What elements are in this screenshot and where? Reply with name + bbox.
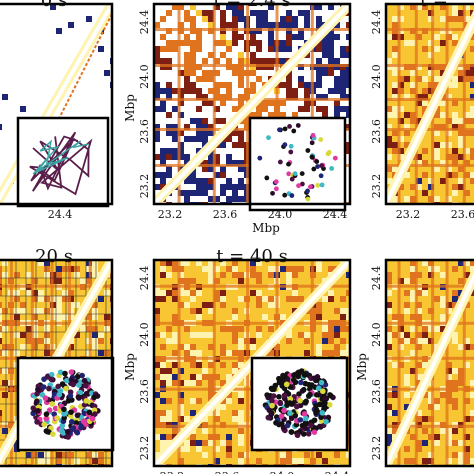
time-label: 20 s (35, 246, 73, 267)
y-tick-label: 23.2 (370, 174, 383, 199)
x-tick-label: 23.2 (158, 208, 183, 221)
panel-bottom-right: 24.4 24.0 23.6 23.2 Mbp (355, 258, 474, 468)
y-tick-label: 23.6 (370, 379, 383, 404)
polymer-inset (250, 356, 349, 452)
panel-bottom-left: 20 s (0, 246, 115, 468)
panel-frame (384, 258, 474, 468)
x-tick-label: 23.2 (160, 470, 185, 474)
panel-top-right: t = 23.2 23.6 24.4 24.0 23.6 23.2 (370, 0, 474, 221)
x-tick-label: 23.6 (451, 208, 474, 221)
polymer-inset (16, 116, 110, 208)
y-tick-label: 24.4 (370, 266, 383, 291)
y-axis-title: Mbp (355, 353, 369, 381)
x-tick-label: 24.0 (268, 208, 293, 221)
y-tick-label: 24.0 (138, 322, 151, 347)
x-axis-title: Mbp (252, 221, 280, 235)
polymer-inset (16, 356, 115, 452)
y-axis-title: Mbp (123, 353, 137, 381)
y-tick-label: 24.0 (370, 322, 383, 347)
x-tick-label: 24.4 (325, 470, 350, 474)
y-axis-title: Mbp (123, 94, 137, 122)
panel-frame (384, 2, 474, 206)
panel-frame (152, 258, 352, 468)
y-tick-label: 23.2 (138, 174, 151, 199)
time-label: 0 s (41, 0, 67, 11)
panel-top-middle: t = 2.4 s 23.2 23.6 24.0 24.4 Mbp 24.4 24.0 23.6… (123, 0, 352, 235)
y-tick-label: 24.0 (138, 64, 151, 89)
y-tick-label: 23.2 (138, 436, 151, 461)
y-tick-label: 24.4 (138, 10, 151, 35)
polymer-inset (248, 116, 347, 212)
time-label: t = (420, 0, 448, 11)
y-tick-label: 24.4 (370, 10, 383, 35)
y-tick-label: 24.4 (138, 266, 151, 291)
contact-map (386, 4, 474, 204)
panel-frame (0, 258, 114, 468)
x-tick-label: 24.4 (48, 208, 73, 221)
time-label: t = 2.4 s (213, 0, 290, 11)
panel-frame (152, 2, 352, 206)
x-tick-label: 24.4 (323, 208, 348, 221)
x-tick-label: 23.2 (396, 208, 421, 221)
time-label: t = 40 s (216, 246, 288, 267)
panel-frame (0, 2, 114, 206)
x-tick-label: 23.6 (213, 208, 238, 221)
x-tick-label: 23.6 (215, 470, 240, 474)
y-tick-label: 23.6 (370, 119, 383, 144)
x-tick-label: 24.0 (270, 470, 295, 474)
y-tick-label: 23.2 (370, 436, 383, 461)
y-tick-label: 24.0 (370, 64, 383, 89)
panel-bottom-middle: t = 40 s 23.2 23.6 24.0 24.4 Mbp 24.4 24.0 23.6 2… (123, 246, 352, 474)
y-tick-label: 23.6 (138, 379, 151, 404)
contact-map (386, 260, 474, 466)
panel-top-left: 0 s24.024.4 (0, 0, 114, 221)
y-tick-label: 23.6 (138, 119, 151, 144)
